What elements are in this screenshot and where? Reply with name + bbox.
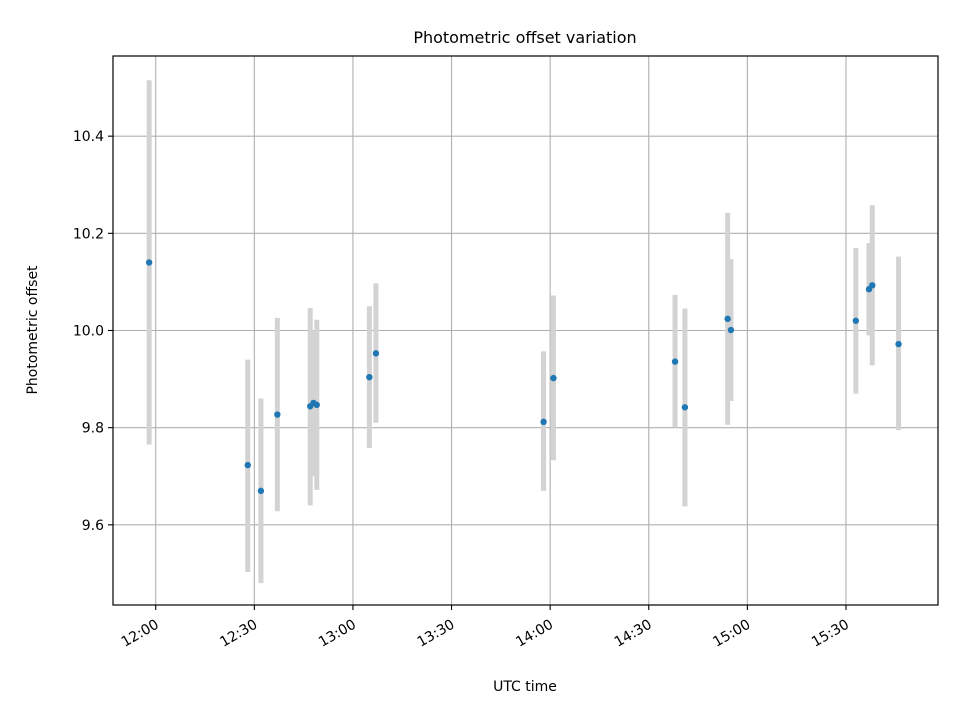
grid <box>113 56 938 605</box>
data-point <box>244 461 251 469</box>
data-points <box>145 259 902 495</box>
data-point <box>671 358 679 365</box>
y-axis-ticks: 9.6 9.8 10.0 10.2 10.4 <box>73 129 113 534</box>
y-tick-label: 10.0 <box>73 324 104 340</box>
data-point <box>366 373 373 381</box>
data-point <box>727 326 735 334</box>
chart-title: Photometric offset variation <box>413 28 636 47</box>
data-point <box>257 487 265 495</box>
data-point <box>540 418 547 426</box>
y-tick-label: 10.4 <box>73 129 104 145</box>
data-point <box>681 404 689 411</box>
data-point <box>145 259 153 266</box>
y-tick-label: 9.8 <box>82 421 104 437</box>
data-point <box>724 315 731 323</box>
data-point <box>852 317 860 324</box>
data-point <box>869 282 876 289</box>
y-axis-label: Photometric offset <box>25 265 41 395</box>
y-tick-label: 10.2 <box>73 226 104 242</box>
y-tick-label: 9.6 <box>82 518 104 534</box>
data-point <box>313 401 320 409</box>
x-axis-label: UTC time <box>493 679 557 695</box>
data-point <box>274 411 281 418</box>
data-point <box>895 340 902 348</box>
data-point <box>372 350 380 357</box>
data-point <box>550 374 557 382</box>
